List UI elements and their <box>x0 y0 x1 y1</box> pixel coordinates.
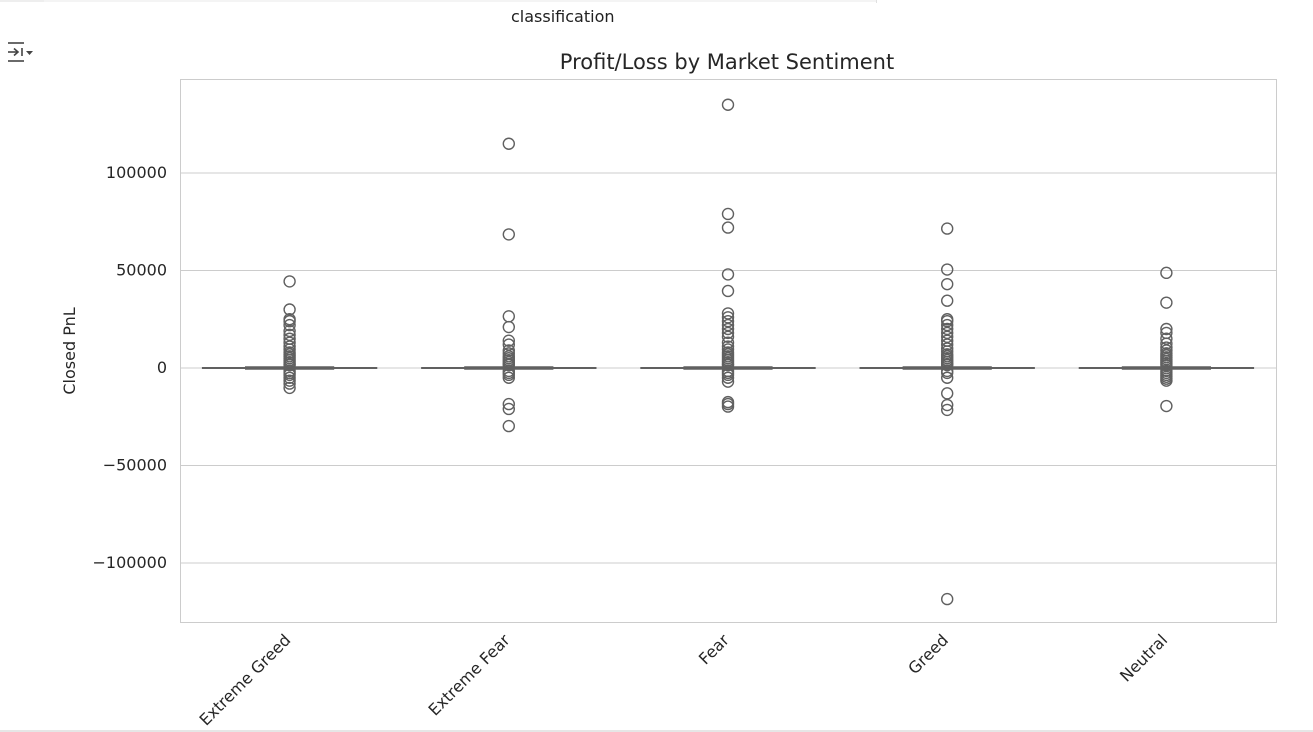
top-strip-left <box>0 0 44 2</box>
dataframe-column-header: classification <box>511 7 615 26</box>
outlier-point <box>502 137 515 150</box>
outlier-point <box>721 358 735 372</box>
outlier-point <box>721 98 735 111</box>
outlier-point <box>283 303 296 316</box>
outlier-point <box>1160 322 1173 336</box>
outlier-point <box>502 402 515 416</box>
x-tick-labels: Extreme Greed Extreme Fear Fear Greed Neutra… <box>195 630 1171 729</box>
x-tick-label: Extreme Greed <box>195 630 294 729</box>
outlier-point <box>941 342 954 355</box>
outlier-point <box>502 228 515 241</box>
outlier-point <box>721 400 735 413</box>
outlier-point <box>721 375 735 388</box>
outlier-point <box>283 371 296 384</box>
outlier-point <box>283 368 296 382</box>
outlier-point <box>502 320 515 334</box>
x-tick-label: Greed <box>904 630 952 678</box>
outlier-point <box>941 592 954 606</box>
outlier-point <box>721 207 735 221</box>
top-strip <box>0 0 1313 3</box>
outlier-point <box>721 368 735 382</box>
chart-title: Profit/Loss by Market Sentiment <box>560 50 894 74</box>
y-tick-label: −50000 <box>103 456 167 475</box>
outlier-point <box>941 358 954 372</box>
outlier-point <box>283 275 296 288</box>
y-tick-label: 50000 <box>116 261 167 280</box>
outlier-point <box>502 419 515 433</box>
outlier-point <box>283 318 296 332</box>
outlier-point <box>721 268 735 281</box>
y-tick-labels: 100000 50000 0 −50000 −100000 <box>93 163 167 572</box>
outlier-point <box>721 330 735 343</box>
outlier-point <box>283 340 296 353</box>
outlier-point <box>1160 341 1173 354</box>
output-toggle-icon[interactable] <box>6 40 34 64</box>
outlier-point <box>941 263 954 276</box>
x-tick-label: Neutral <box>1116 630 1171 685</box>
y-axis-label: Closed PnL <box>60 307 79 394</box>
outlier-point <box>283 377 296 390</box>
outlier-point <box>941 366 954 380</box>
outlier-point <box>502 334 515 347</box>
outlier-point <box>941 403 954 417</box>
outlier-point <box>941 387 954 400</box>
outlier-point <box>502 310 515 323</box>
outlier-point <box>941 326 954 340</box>
outlier-point <box>283 381 296 395</box>
outlier-point <box>941 277 954 291</box>
outlier-point <box>1160 332 1173 345</box>
outlier-point <box>721 326 735 340</box>
outlier-point <box>941 294 954 307</box>
outlier-point <box>721 322 735 336</box>
x-tick-label: Fear <box>695 630 733 668</box>
outlier-point <box>1160 399 1173 413</box>
outlier-point <box>721 340 735 353</box>
outlier-point <box>1160 337 1173 350</box>
outlier-point <box>721 371 735 384</box>
outlier-point <box>941 222 954 235</box>
outlier-point <box>721 307 735 320</box>
outlier-point <box>721 221 735 234</box>
outlier-point <box>1160 296 1173 309</box>
top-strip-middle <box>44 0 876 2</box>
cell-bottom-border <box>0 730 1313 732</box>
top-strip-separator <box>876 0 877 3</box>
outlier-point <box>283 374 296 387</box>
y-tick-label: 0 <box>157 358 167 377</box>
outlier-point <box>941 371 954 384</box>
outlier-point <box>1160 266 1173 280</box>
outlier-point <box>941 398 954 412</box>
outlier-point <box>283 336 296 349</box>
outlier-point <box>721 284 735 298</box>
y-tick-label: 100000 <box>106 163 167 182</box>
outlier-point <box>502 358 515 372</box>
outlier-point <box>502 368 515 382</box>
outlier-point <box>941 322 954 336</box>
outlier-point <box>941 330 954 343</box>
outlier-point <box>721 311 735 324</box>
box-layer <box>201 98 1255 606</box>
x-tick-label: Extreme Fear <box>425 630 514 719</box>
plot-area-frame <box>180 79 1277 623</box>
outlier-point <box>721 336 735 349</box>
outlier-point <box>502 371 515 384</box>
outlier-point <box>283 358 296 372</box>
outlier-point <box>1160 374 1173 387</box>
y-tick-label: −100000 <box>93 553 167 572</box>
outlier-point <box>283 315 296 328</box>
outlier-point <box>502 397 515 411</box>
